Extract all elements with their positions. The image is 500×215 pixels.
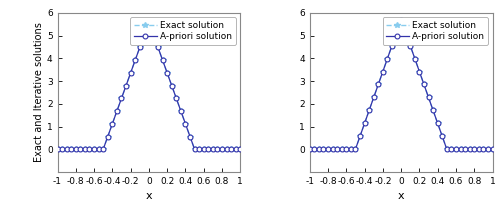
A-priori solution — [466, 148, 472, 150]
Exact solution — [474, 148, 480, 150]
A-priori solution — [206, 148, 212, 150]
Exact solution — [306, 148, 312, 150]
A-priori solution — [474, 148, 480, 150]
Exact solution — [206, 148, 212, 150]
A-priori solution — [146, 21, 152, 23]
Line: Exact solution: Exact solution — [54, 19, 243, 152]
A-priori solution — [54, 148, 60, 150]
Exact solution — [222, 148, 228, 150]
A-priori solution — [398, 18, 404, 21]
Exact solution — [466, 148, 472, 150]
Exact solution — [490, 148, 496, 150]
Exact solution — [54, 148, 60, 150]
A-priori solution — [158, 52, 164, 55]
A-priori solution — [214, 148, 220, 150]
Exact solution — [398, 18, 404, 21]
A-priori solution — [238, 148, 244, 150]
Exact solution — [214, 148, 220, 150]
Exact solution — [146, 21, 152, 23]
A-priori solution — [171, 91, 177, 93]
Line: A-priori solution: A-priori solution — [55, 20, 242, 152]
Line: Exact solution: Exact solution — [307, 17, 496, 152]
Exact solution — [458, 148, 464, 150]
Exact solution — [192, 148, 198, 150]
A-priori solution — [458, 148, 464, 150]
A-priori solution — [423, 90, 429, 92]
X-axis label: x: x — [398, 191, 404, 201]
Exact solution — [410, 51, 416, 53]
Y-axis label: Exact and Iterative solutions: Exact and Iterative solutions — [34, 23, 44, 162]
Legend: Exact solution, A-priori solution: Exact solution, A-priori solution — [130, 17, 236, 45]
Exact solution — [444, 148, 450, 150]
A-priori solution — [410, 51, 416, 53]
Exact solution — [171, 91, 177, 93]
A-priori solution — [222, 148, 228, 150]
A-priori solution — [306, 148, 312, 150]
Line: A-priori solution: A-priori solution — [308, 17, 495, 152]
X-axis label: x: x — [146, 191, 152, 201]
Exact solution — [158, 52, 164, 55]
Exact solution — [423, 90, 429, 92]
Legend: Exact solution, A-priori solution: Exact solution, A-priori solution — [382, 17, 488, 45]
A-priori solution — [192, 148, 198, 150]
A-priori solution — [490, 148, 496, 150]
A-priori solution — [444, 148, 450, 150]
Exact solution — [238, 148, 244, 150]
